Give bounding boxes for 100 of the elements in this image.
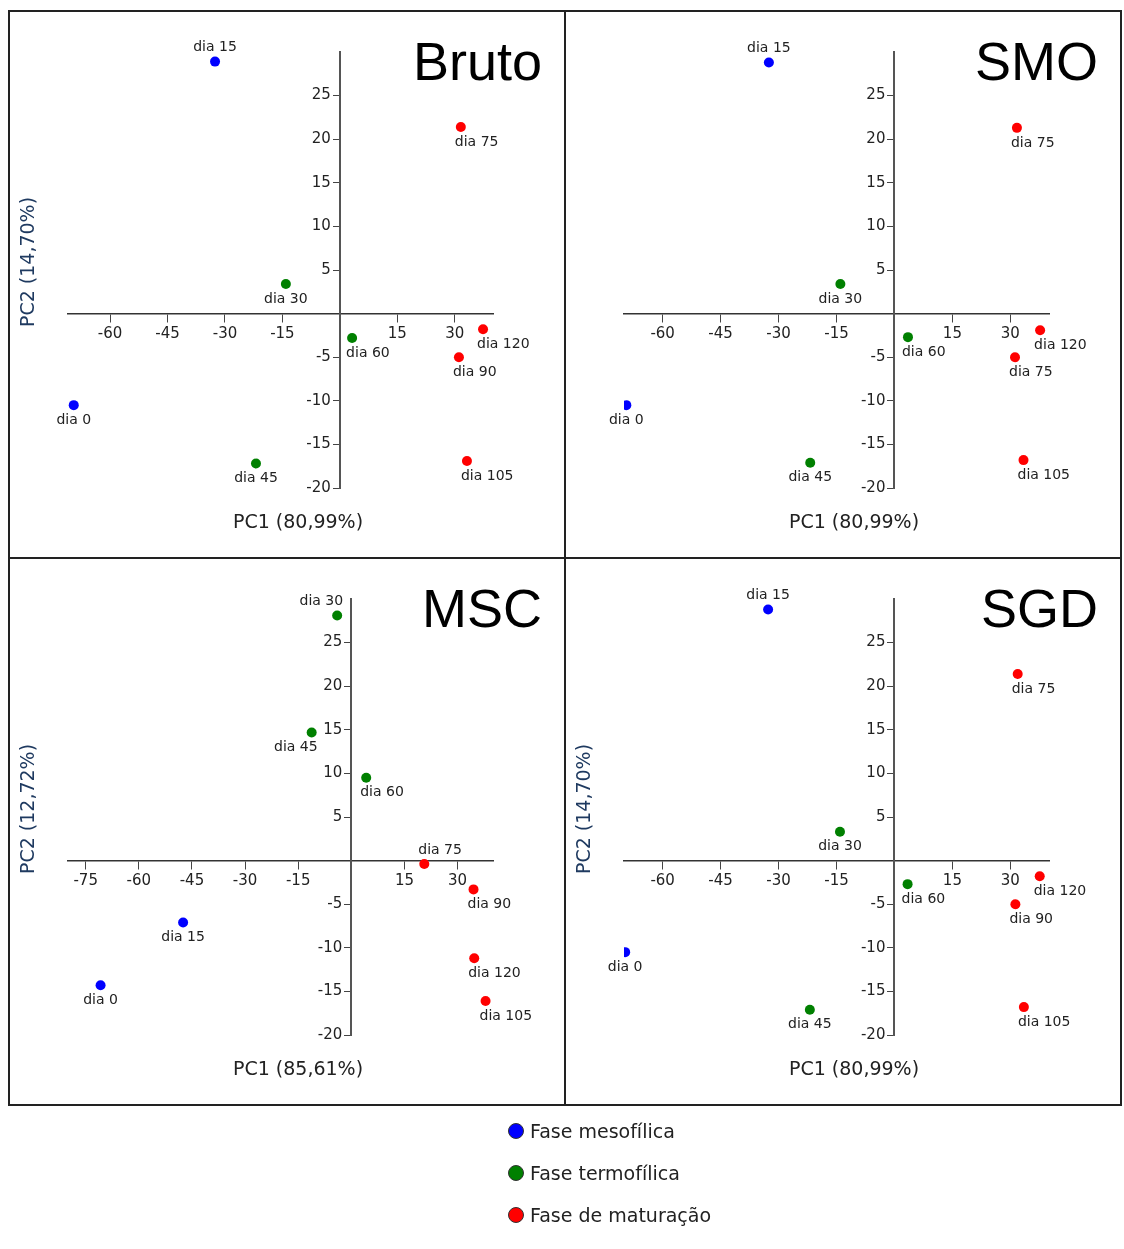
- x-tick-label: 15: [387, 324, 407, 343]
- y-tick-label: 10: [866, 763, 886, 782]
- data-label: dia 30: [264, 289, 308, 306]
- y-tick-label: 10: [866, 216, 886, 235]
- y-tick-label: -20: [306, 477, 331, 496]
- x-axis-title: PC1 (80,99%): [787, 510, 921, 532]
- y-tick-label: -15: [317, 981, 343, 1000]
- y-tick-label: 25: [323, 632, 343, 651]
- y-axis-title: PC2 (12,72%): [16, 743, 38, 875]
- data-label: dia 45: [274, 738, 318, 755]
- x-tick-label: 30: [1000, 324, 1020, 343]
- y-tick-label: -20: [860, 1024, 886, 1043]
- y-tick-label: -10: [317, 937, 343, 956]
- x-tick-label: 30: [445, 324, 465, 343]
- x-tick-label: -60: [650, 871, 675, 890]
- y-tick-label: 15: [866, 719, 886, 738]
- data-label: dia 75: [1010, 133, 1055, 150]
- x-tick-label: -75: [73, 871, 98, 890]
- data-label: dia 15: [746, 586, 790, 603]
- x-tick-label: -30: [766, 871, 791, 890]
- y-tick-label: 5: [875, 806, 886, 825]
- data-label: dia 105: [1017, 465, 1071, 482]
- legend-label: Fase de maturação: [530, 1204, 712, 1226]
- x-tick-label: -45: [708, 324, 733, 343]
- y-tick-label: -15: [860, 434, 886, 453]
- x-tick-label: -30: [766, 324, 791, 343]
- y-tick-label: 5: [875, 259, 886, 278]
- data-label: dia 0: [607, 957, 643, 974]
- y-tick-label: 5: [332, 806, 343, 825]
- y-tick-label: -10: [860, 390, 886, 409]
- y-tick-label: 15: [311, 172, 331, 191]
- data-label: dia 30: [818, 837, 862, 854]
- y-tick-label: -5: [315, 347, 331, 366]
- data-label: dia 120: [477, 334, 530, 351]
- data-label: dia 105: [479, 1006, 533, 1023]
- y-tick-label: 20: [866, 129, 886, 148]
- x-tick-label: -60: [650, 324, 675, 343]
- x-tick-label: -30: [212, 324, 238, 343]
- y-tick-label: 25: [866, 85, 886, 104]
- y-tick-label: -5: [870, 894, 886, 913]
- data-label: dia 105: [1017, 1012, 1071, 1029]
- y-tick-label: -5: [327, 894, 343, 913]
- data-label: dia 15: [193, 38, 237, 55]
- data-label: dia 60: [346, 343, 390, 360]
- y-tick-label: -15: [306, 434, 331, 453]
- y-tick-label: -10: [860, 937, 886, 956]
- x-tick-label: -15: [270, 324, 295, 343]
- y-tick-label: 5: [321, 259, 331, 278]
- chart-title: MSC: [422, 577, 542, 639]
- data-label: dia 60: [901, 342, 946, 359]
- y-axis-title: PC2 (14,70%): [572, 743, 594, 875]
- data-label: dia 90: [467, 895, 512, 912]
- x-axis-title: PC1 (80,99%): [787, 1057, 921, 1079]
- data-label: dia 120: [468, 963, 521, 980]
- data-label: dia 75: [454, 132, 499, 149]
- y-tick-label: 10: [311, 216, 331, 235]
- x-tick-label: 30: [448, 871, 468, 890]
- y-tick-label: -15: [860, 981, 886, 1000]
- y-axis-title: PC2 (14,70%): [16, 196, 38, 328]
- data-label: dia 0: [56, 410, 92, 427]
- data-label: dia 75: [418, 840, 462, 857]
- data-label: dia 105: [460, 466, 514, 483]
- data-label: dia 45: [788, 468, 833, 485]
- y-tick-label: -10: [306, 390, 331, 409]
- data-label: dia 0: [83, 990, 118, 1007]
- chart-title: SMO: [974, 30, 1098, 92]
- y-tick-label: 25: [311, 85, 331, 104]
- x-tick-label: -60: [97, 324, 123, 343]
- x-tick-label: -45: [155, 324, 180, 343]
- x-tick-label: -30: [232, 871, 258, 890]
- data-label: dia 45: [234, 469, 278, 486]
- y-tick-label: -5: [870, 347, 886, 366]
- x-tick-label: -15: [285, 871, 311, 890]
- x-tick-label: -15: [824, 871, 849, 890]
- x-tick-label: 15: [942, 871, 962, 890]
- data-label: dia 75: [1011, 679, 1056, 696]
- y-tick-label: 15: [323, 719, 343, 738]
- data-label: dia 30: [299, 592, 344, 609]
- x-tick-label: -15: [824, 324, 849, 343]
- data-label: dia 60: [901, 889, 946, 906]
- y-tick-label: -20: [317, 1024, 343, 1043]
- data-label: dia 45: [788, 1015, 832, 1032]
- y-tick-label: 20: [866, 676, 886, 695]
- data-label: dia 60: [360, 783, 404, 800]
- data-label: dia 15: [161, 928, 205, 945]
- y-tick-label: 20: [323, 676, 343, 695]
- data-label: dia 15: [747, 39, 791, 56]
- data-label: dia 30: [818, 289, 863, 306]
- x-axis-title: PC1 (85,61%): [231, 1057, 365, 1079]
- y-tick-label: 20: [311, 129, 331, 148]
- x-tick-label: 15: [942, 324, 962, 343]
- x-tick-label: 15: [394, 871, 415, 890]
- data-label: dia 120: [1033, 881, 1087, 898]
- data-label: dia 90: [452, 362, 497, 379]
- y-tick-label: -20: [860, 477, 886, 496]
- y-tick-label: 25: [866, 632, 886, 651]
- legend-label: Fase mesofílica: [530, 1120, 675, 1142]
- y-tick-label: 10: [323, 763, 343, 782]
- x-tick-label: -45: [179, 871, 205, 890]
- chart-title: SGD: [980, 577, 1098, 639]
